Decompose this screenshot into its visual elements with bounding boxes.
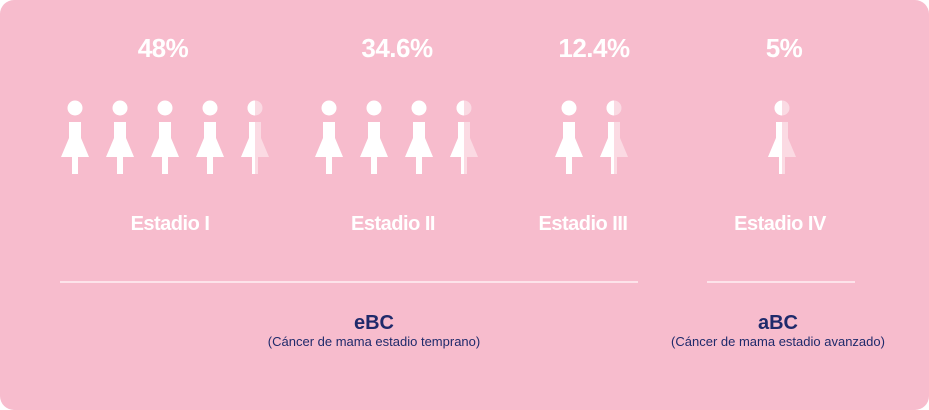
ebc-subtitle: (Cáncer de mama estadio temprano) <box>267 334 481 349</box>
stage-1-label: Estadio I <box>130 213 210 235</box>
stage-3-label: Estadio III <box>538 213 628 235</box>
woman-icon <box>241 100 269 174</box>
woman-icon <box>600 100 628 174</box>
stage-1-percent: 48% <box>137 33 189 63</box>
abc-divider <box>707 281 855 283</box>
ebc-group: eBC (Cáncer de mama estadio temprano) <box>224 312 524 350</box>
woman-icon <box>405 100 433 174</box>
stage-4-icons <box>768 99 796 175</box>
woman-icon <box>61 100 89 174</box>
abc-group: aBC (Cáncer de mama estadio avanzado) <box>628 312 928 350</box>
stage-4-label: Estadio IV <box>734 213 826 235</box>
stage-2-icons <box>315 99 478 175</box>
abc-title: aBC <box>757 312 798 334</box>
woman-icon <box>315 100 343 174</box>
stage-3-icons <box>555 99 628 175</box>
ebc-title: eBC <box>353 312 394 334</box>
woman-icon <box>450 100 478 174</box>
woman-icon <box>151 100 179 174</box>
woman-icon <box>768 100 796 174</box>
stage-1-icons <box>61 99 269 175</box>
ebc-divider <box>60 281 638 283</box>
stage-2-label: Estadio II <box>351 213 435 235</box>
abc-subtitle: (Cáncer de mama estadio avanzado) <box>671 334 885 349</box>
woman-icon <box>555 100 583 174</box>
woman-icon <box>360 100 388 174</box>
stage-2-percent: 34.6% <box>361 33 433 63</box>
stage-3-percent: 12.4% <box>558 33 630 63</box>
stage-4-percent: 5% <box>765 33 803 63</box>
woman-icon <box>196 100 224 174</box>
woman-icon <box>106 100 134 174</box>
